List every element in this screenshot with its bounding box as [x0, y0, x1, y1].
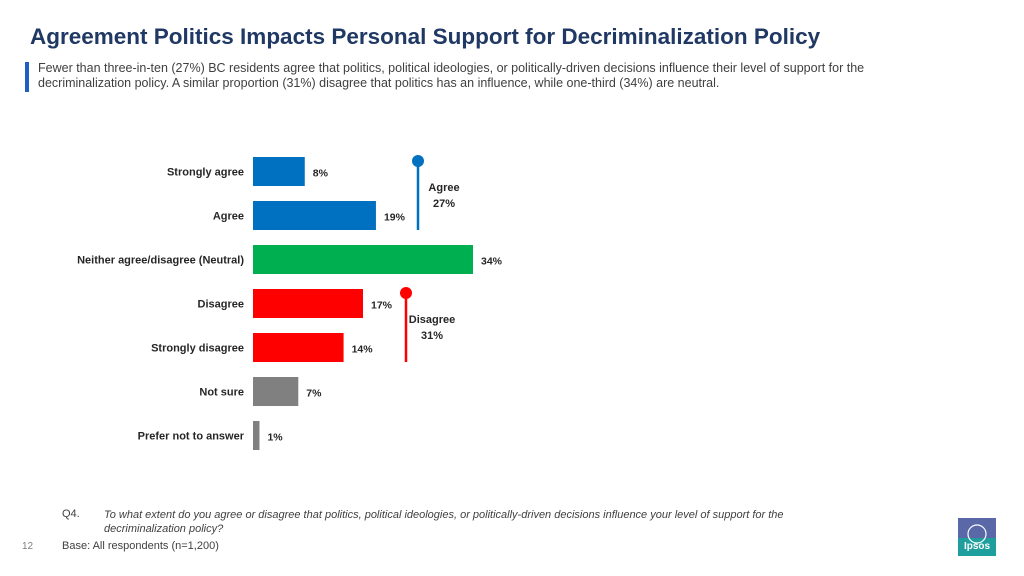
category-label: Strongly agree [167, 167, 244, 179]
bar [253, 333, 344, 362]
value-label: 19% [384, 212, 406, 224]
group-name: Disagree [409, 314, 455, 326]
bar [253, 245, 473, 274]
group-value: 27% [433, 198, 455, 210]
category-label: Agree [213, 211, 244, 223]
value-label: 14% [352, 344, 374, 356]
category-label: Strongly disagree [151, 343, 244, 355]
value-label: 7% [306, 388, 322, 400]
value-label: 17% [371, 300, 393, 312]
page-title: Agreement Politics Impacts Personal Supp… [30, 24, 821, 49]
value-label: 1% [267, 432, 283, 444]
bar [253, 201, 376, 230]
logo-text: Ipsos [964, 541, 991, 552]
base-note: Base: All respondents (n=1,200) [62, 540, 219, 552]
page-number: 12 [22, 541, 34, 552]
group-value: 31% [421, 330, 443, 342]
bar [253, 421, 260, 450]
group-bracket-dot [400, 287, 412, 299]
subtitle-accent-bar [25, 62, 29, 92]
group-bracket-dot [412, 155, 424, 167]
value-label: 34% [481, 256, 503, 268]
bar-chart: Strongly agree 8% Agree 19% Neither agree/di… [77, 155, 503, 450]
question-label: Q4. [62, 508, 80, 520]
bar [253, 377, 299, 406]
category-label: Disagree [198, 299, 244, 311]
bar [253, 289, 363, 318]
category-label: Prefer not to answer [138, 431, 245, 443]
question-text: To what extent do you agree or disagree … [104, 509, 784, 535]
value-label: 8% [313, 168, 329, 180]
ipsos-logo: Ipsos [958, 518, 996, 556]
category-label: Not sure [199, 387, 244, 399]
bar [253, 157, 305, 186]
subtitle: Fewer than three-in-ten (27%) BC residen… [38, 61, 865, 90]
category-label: Neither agree/disagree (Neutral) [77, 255, 244, 267]
group-name: Agree [428, 182, 459, 194]
